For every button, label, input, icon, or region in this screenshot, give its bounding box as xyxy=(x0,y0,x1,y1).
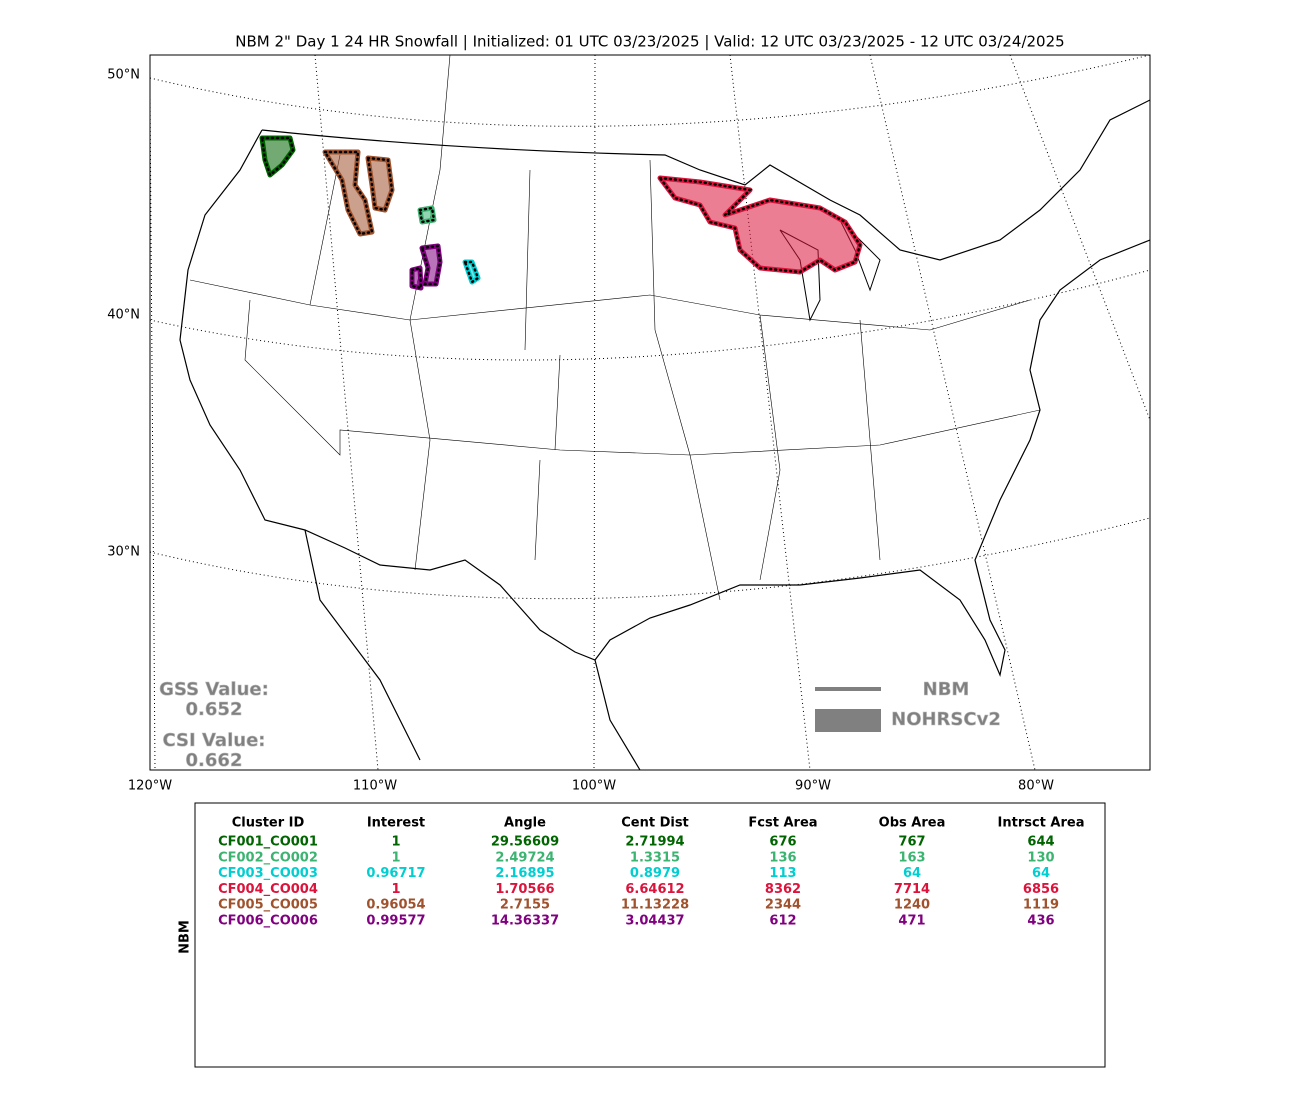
table-header: Obs Area xyxy=(879,816,946,831)
table-cell: 130 xyxy=(1027,850,1054,865)
map-frame xyxy=(149,54,1151,771)
legend-observed: NOHRSCv2 xyxy=(891,709,1001,730)
table-cell: 6856 xyxy=(1023,882,1059,897)
table-cell: 0.99577 xyxy=(366,914,425,929)
table-cell: 767 xyxy=(898,835,925,850)
lon-label: 100°W xyxy=(572,779,616,794)
table-cell: 644 xyxy=(1027,835,1054,850)
table-cell: 136 xyxy=(769,850,796,865)
table-cell: 7714 xyxy=(894,882,930,897)
table-cell: 1 xyxy=(391,882,400,897)
csi-value: 0.662 xyxy=(186,750,243,771)
table-header: Interest xyxy=(367,816,425,831)
table-cell: 11.13228 xyxy=(621,898,689,913)
table-cell: 0.8979 xyxy=(630,866,680,881)
table: NBM Cluster ID Interest Angle Cent Dist Fcst… xyxy=(178,802,1106,1068)
lon-label: 110°W xyxy=(353,779,397,794)
table-cell: CF002_CO002 xyxy=(218,850,318,865)
table-cell: 64 xyxy=(903,866,921,881)
cluster-outline xyxy=(657,176,862,274)
table-cell: 6.64612 xyxy=(625,882,684,897)
table-header: Angle xyxy=(504,816,546,831)
lat-label: 30°N xyxy=(107,545,140,560)
graticule xyxy=(150,55,1150,770)
gss-value: 0.652 xyxy=(186,699,243,720)
clusters xyxy=(259,135,863,291)
cluster-outline xyxy=(420,244,442,286)
table-cell: CF001_CO001 xyxy=(218,835,318,850)
cluster-outline xyxy=(463,260,480,284)
title: NBM 2" Day 1 24 HR Snowfall | Initialize… xyxy=(235,33,1064,51)
lat-label: 40°N xyxy=(107,308,140,323)
table-cell: 2.16895 xyxy=(495,866,554,881)
table-cell: CF006_CO006 xyxy=(218,914,318,929)
cluster-outline xyxy=(410,266,423,290)
table-cell: CF004_CO004 xyxy=(218,882,318,897)
table-cell: CF005_CO005 xyxy=(218,898,318,913)
cluster-outline xyxy=(322,150,374,236)
lon-label: 80°W xyxy=(1018,779,1054,794)
table-cell: CF003_CO003 xyxy=(218,866,318,881)
cluster-outline xyxy=(260,136,295,178)
table-cell: 3.04437 xyxy=(625,914,684,929)
cluster-outline xyxy=(418,206,436,224)
table-header: Fcst Area xyxy=(748,816,817,831)
table-cell: 0.96717 xyxy=(366,866,425,881)
table-frame xyxy=(194,802,1106,1068)
lon-label: 90°W xyxy=(795,779,831,794)
table-cell: 163 xyxy=(898,850,925,865)
table-header: Cent Dist xyxy=(621,816,689,831)
table-cell: 1.3315 xyxy=(630,850,680,865)
cluster-area xyxy=(657,175,863,275)
legend-patch xyxy=(815,709,881,732)
cluster-outline xyxy=(366,156,394,212)
table-cell: 64 xyxy=(1032,866,1050,881)
table-cell: 2344 xyxy=(765,898,801,913)
table-cell: 471 xyxy=(898,914,925,929)
lat-label: 50°N xyxy=(107,68,140,83)
gss-label: GSS Value: xyxy=(159,679,269,700)
table-cell: 1 xyxy=(391,835,400,850)
table-cell: 1240 xyxy=(894,898,930,913)
table-cell: 676 xyxy=(769,835,796,850)
table-header: Intrsct Area xyxy=(998,816,1085,831)
map: 50°N 40°N 30°N 120°W 110°W 100°W 90°W 80… xyxy=(107,54,1151,794)
table-cell: 612 xyxy=(769,914,796,929)
table-header: Cluster ID xyxy=(232,816,305,831)
table-cell: 113 xyxy=(769,866,796,881)
table-cell: 0.96054 xyxy=(366,898,425,913)
csi-label: CSI Value: xyxy=(163,730,266,751)
table-cell: 8362 xyxy=(765,882,801,897)
table-cell: 1 xyxy=(391,850,400,865)
table-cell: 2.71994 xyxy=(625,835,684,850)
table-cell: 14.36337 xyxy=(491,914,559,929)
table-cell: 2.49724 xyxy=(495,850,554,865)
table-cell: 29.56609 xyxy=(491,835,559,850)
legend-forecast: NBM xyxy=(923,679,970,700)
table-cell: 2.7155 xyxy=(500,898,550,913)
cluster-area xyxy=(419,243,443,287)
table-cell: 1119 xyxy=(1023,898,1059,913)
lon-label: 120°W xyxy=(128,779,172,794)
table-cell: 436 xyxy=(1027,914,1054,929)
side-label: NBM xyxy=(178,920,193,954)
table-cell: 1.70566 xyxy=(495,882,554,897)
